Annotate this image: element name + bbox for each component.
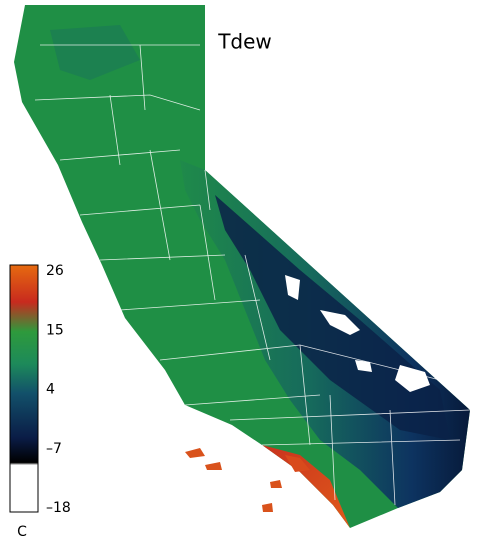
california [14, 5, 471, 528]
colorbar-tick-label: –18 [46, 500, 71, 516]
colorbar [9, 264, 39, 513]
county-lines [34, 44, 471, 506]
cold-spots [285, 275, 430, 392]
map-title: Tdew [217, 30, 272, 54]
colorbar-unit: C [17, 524, 27, 540]
warm-coast [262, 445, 350, 528]
colorbar-tick-label: 15 [46, 322, 64, 338]
colorbar-tick-label: 4 [46, 382, 55, 398]
warm-coast-2 [285, 455, 310, 472]
mountains [50, 25, 140, 80]
colorbar-tick-label: 26 [46, 263, 64, 279]
colorbar-tick-label: –7 [46, 441, 62, 457]
colorbar-ticks: 26 15 4 –7 –18 [46, 263, 71, 516]
islands [185, 448, 282, 512]
